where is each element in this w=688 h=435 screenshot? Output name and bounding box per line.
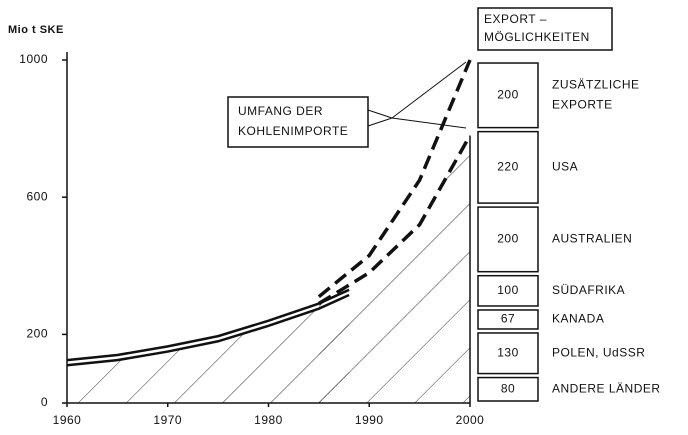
x-tick-label: 1960 <box>53 413 82 427</box>
export-value: 130 <box>497 345 519 359</box>
export-title-box <box>477 7 613 51</box>
export-box <box>477 332 539 375</box>
export-box <box>477 274 539 307</box>
arrow <box>367 109 394 127</box>
line <box>317 59 472 299</box>
annotation-box <box>227 96 369 148</box>
x-tick-label: 1990 <box>355 413 384 427</box>
export-label: ZUSÄTZLICHE <box>552 78 640 92</box>
arrow <box>391 61 467 119</box>
export-value: 67 <box>501 312 515 326</box>
export-value: 100 <box>497 283 519 297</box>
export-box <box>477 130 539 204</box>
hatched-area <box>318 135 470 403</box>
export-box <box>477 62 539 129</box>
y-tick-label: 1000 <box>19 52 48 66</box>
export-value: 200 <box>497 88 519 102</box>
annotation: KOHLENIMPORTE <box>238 124 348 138</box>
export-label: ANDERE LÄNDER <box>552 381 661 395</box>
export-title: EXPORT – <box>484 12 547 26</box>
export-label: KANADA <box>552 312 604 326</box>
export-label: POLEN, UdSSR <box>552 345 645 359</box>
export-box <box>477 376 539 402</box>
export-label: EXPORTE <box>552 98 613 112</box>
y-tick-label: 0 <box>41 395 48 409</box>
y-tick-label: 200 <box>26 327 48 341</box>
x-tick-label: 1970 <box>153 413 182 427</box>
export-title: MÖGLICHKEITEN <box>484 30 590 44</box>
x-tick-label: 2000 <box>456 413 485 427</box>
export-box <box>477 309 539 330</box>
y-axis-label: Mio t SKE <box>8 24 64 36</box>
export-label: SÜDAFRIKA <box>552 283 625 297</box>
export-label: USA <box>552 160 578 174</box>
export-value: 200 <box>497 232 519 246</box>
y-tick-label: 600 <box>26 189 48 203</box>
export-value: 220 <box>497 160 519 174</box>
export-label: AUSTRALIEN <box>552 232 632 246</box>
annotation: UMFANG DER <box>238 104 323 118</box>
x-tick-label: 1980 <box>254 413 283 427</box>
export-value: 80 <box>501 381 515 395</box>
line <box>317 134 472 306</box>
export-box <box>477 206 539 273</box>
hatched-area <box>67 294 350 403</box>
arrow <box>391 117 467 129</box>
